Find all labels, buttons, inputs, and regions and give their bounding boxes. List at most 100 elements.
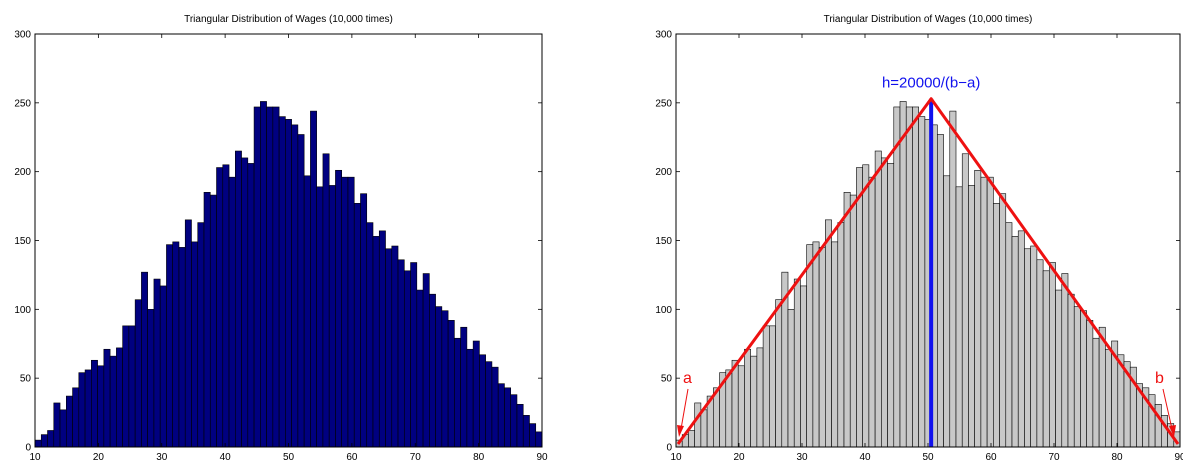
- histogram-bar: [700, 409, 708, 448]
- histogram-bar: [303, 175, 311, 448]
- histogram-bar: [1067, 293, 1075, 448]
- histogram-bar: [510, 394, 518, 448]
- histogram-bar: [744, 348, 751, 448]
- histogram-bar: [128, 325, 136, 448]
- histogram-bar: [943, 175, 951, 448]
- histogram-bar: [397, 259, 405, 448]
- histogram-bar: [103, 348, 111, 448]
- histogram-bar: [385, 248, 393, 448]
- histogram-bar: [775, 299, 783, 448]
- x-tick-label: 90: [536, 452, 548, 462]
- x-tick-label: 50: [922, 452, 934, 462]
- histogram-bar: [825, 219, 832, 448]
- histogram-bar: [97, 365, 105, 448]
- peak-height-label: h=20000/(b−a): [882, 75, 980, 92]
- histogram-bar: [769, 325, 776, 448]
- histogram-bar: [366, 222, 374, 448]
- histogram-bar: [260, 101, 267, 448]
- x-tick-label: 60: [985, 452, 997, 462]
- histogram-bar: [40, 434, 48, 448]
- histogram-bar: [849, 194, 857, 448]
- histogram-bar: [1017, 230, 1025, 448]
- histogram-bar: [893, 106, 901, 448]
- y-tick-label: 200: [655, 167, 672, 178]
- histogram-bar: [272, 106, 280, 448]
- histogram-bar: [887, 163, 895, 448]
- chart-right-axes: 10 20 30 40 50 60 70 80 90 0 50 100 150 200 250 300: [655, 30, 1183, 462]
- histogram-bar: [516, 404, 524, 448]
- histogram-bar: [725, 369, 733, 448]
- histogram-bar: [479, 354, 486, 448]
- histogram-bar: [731, 359, 739, 448]
- histogram-bar: [756, 347, 764, 448]
- histogram-bar: [818, 247, 826, 448]
- histogram-bar: [1055, 289, 1063, 448]
- chart-right-overlay: h=20000/(b−a) a b: [676, 75, 1180, 447]
- histogram-bar: [1073, 306, 1081, 448]
- histogram-bar: [422, 273, 430, 448]
- x-tick-label: 30: [156, 452, 168, 462]
- histogram-bar: [881, 157, 888, 448]
- histogram-bar: [856, 167, 863, 448]
- histogram-bar: [1042, 270, 1050, 448]
- histogram-bar: [535, 431, 543, 448]
- x-tick-label: 10: [29, 452, 41, 462]
- histogram-bar: [800, 285, 807, 448]
- histogram-bar: [416, 289, 424, 448]
- histogram-bar: [949, 110, 957, 448]
- histogram-bar: [253, 106, 261, 448]
- histogram-bar: [410, 262, 418, 448]
- histogram-bar: [1011, 236, 1019, 448]
- histogram-bar: [59, 409, 67, 448]
- y-tick-label: 300: [655, 30, 672, 41]
- histogram-bar: [454, 337, 461, 448]
- histogram-bar: [297, 134, 305, 448]
- x-tick-label: 90: [1174, 452, 1183, 462]
- histogram-bar: [122, 325, 130, 448]
- chart-left-axes: 10 20 30 40 50 60 70 80 90 0 50 100 150 200 250 300: [14, 30, 548, 462]
- histogram-bar: [166, 244, 174, 448]
- histogram-bar: [278, 116, 286, 448]
- histogram-bar: [762, 325, 770, 448]
- histogram-bar: [1036, 259, 1044, 448]
- histogram-bar: [341, 176, 349, 448]
- y-tick-label: 150: [655, 236, 672, 247]
- x-tick-label: 70: [1048, 452, 1060, 462]
- histogram-bar: [203, 192, 211, 448]
- histogram-bar: [912, 106, 919, 448]
- histogram-bar: [241, 157, 249, 448]
- y-tick-label: 0: [666, 443, 672, 454]
- chart-right-title: Triangular Distribution of Wages (10,000…: [824, 14, 1033, 25]
- histogram-bar: [793, 278, 801, 448]
- histogram-bar: [1024, 248, 1031, 448]
- chart-right-histogram: Triangular Distribution of Wages (10,000…: [655, 14, 1183, 462]
- histogram-bar: [209, 194, 217, 448]
- arrow-a: [680, 388, 689, 430]
- histogram-bar: [328, 185, 336, 448]
- histogram-bar: [153, 278, 161, 448]
- y-tick-label: 250: [655, 98, 672, 109]
- histogram-bar: [806, 244, 814, 448]
- histogram-bar: [53, 402, 61, 448]
- histogram-bar: [291, 124, 299, 448]
- histogram-bar: [522, 415, 530, 448]
- histogram-bar: [862, 164, 870, 448]
- histogram-bar: [529, 423, 537, 448]
- label-b: b: [1155, 370, 1164, 387]
- histogram-bar: [688, 430, 695, 448]
- histogram-bar: [472, 340, 480, 448]
- histogram-bar: [353, 203, 361, 448]
- histogram-bar: [91, 359, 98, 448]
- histogram-bar: [955, 186, 963, 448]
- histogram-bar: [937, 134, 944, 448]
- x-tick-label: 20: [733, 452, 745, 462]
- histogram-bar: [986, 176, 994, 448]
- histogram-bar: [694, 402, 702, 448]
- histogram-bar: [234, 150, 242, 448]
- histogram-bar: [737, 365, 745, 448]
- x-tick-label: 30: [796, 452, 808, 462]
- histogram-bar: [485, 361, 493, 448]
- x-tick-label: 10: [670, 452, 682, 462]
- histogram-bar: [491, 366, 499, 448]
- histogram-bar: [905, 106, 913, 448]
